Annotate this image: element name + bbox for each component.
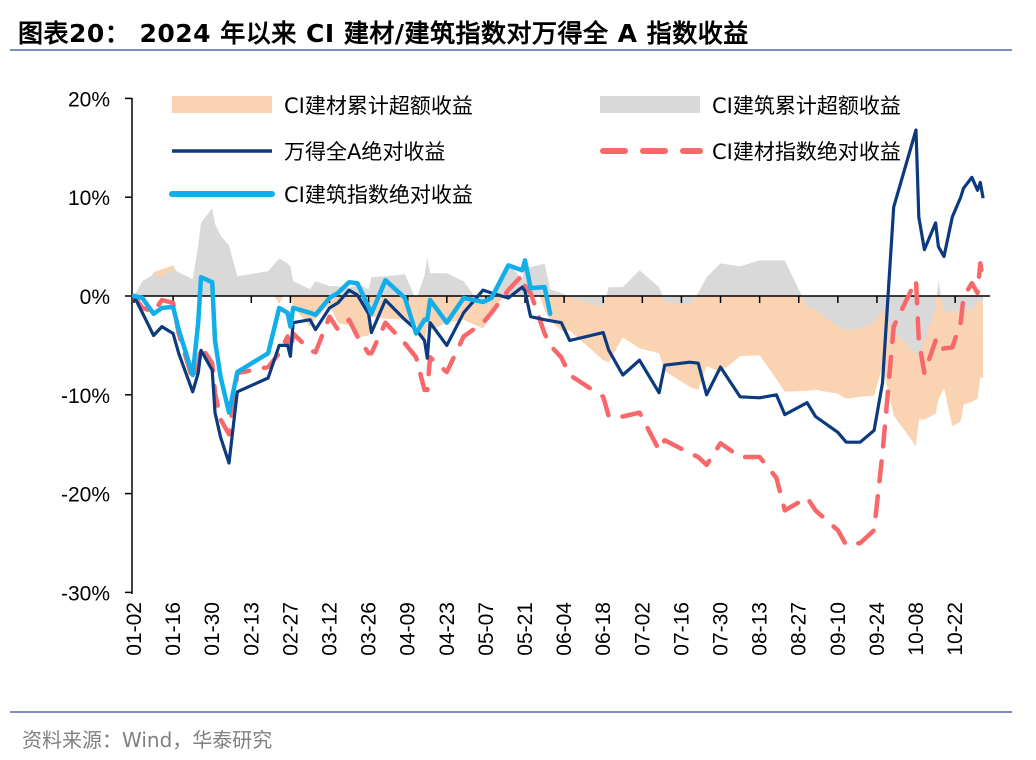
x-tick-label: 09-10 bbox=[827, 602, 850, 656]
x-tick-label: 06-18 bbox=[592, 602, 615, 656]
y-tick-labels: 20% 10% 0% -10% -20% -30% bbox=[61, 88, 110, 605]
legend: CI建材累计超额收益 CI建筑累计超额收益 万得全A绝对收益 CI建材指数绝对收… bbox=[169, 94, 901, 207]
legend-swatch-construction-excess bbox=[600, 96, 700, 113]
line-layer bbox=[131, 128, 986, 548]
y-tick-label: -30% bbox=[61, 582, 110, 605]
x-tick-label: 01-16 bbox=[162, 602, 185, 656]
x-tick-label: 05-07 bbox=[475, 602, 498, 656]
materials-index-line bbox=[131, 261, 986, 548]
materials-excess-area bbox=[134, 265, 984, 447]
wind-all-a-line bbox=[132, 128, 985, 465]
area-layer bbox=[134, 208, 984, 447]
y-tick-label: 20% bbox=[68, 88, 110, 111]
x-tick-label: 06-04 bbox=[553, 602, 576, 656]
title-divider bbox=[10, 49, 1012, 51]
x-tick-label: 09-24 bbox=[866, 602, 889, 656]
x-tick-label: 03-26 bbox=[358, 602, 381, 656]
x-tick-label: 07-30 bbox=[710, 602, 733, 656]
x-tick-label: 01-02 bbox=[123, 602, 146, 656]
y-tick-label: -20% bbox=[61, 484, 110, 507]
legend-label-materials-index: CI建材指数绝对收益 bbox=[712, 140, 901, 164]
x-tick-label: 05-21 bbox=[514, 602, 537, 656]
x-tick-label: 08-27 bbox=[788, 602, 811, 656]
construction-index-line bbox=[131, 258, 553, 415]
y-tick-label: -10% bbox=[61, 385, 110, 408]
x-tick-label: 07-16 bbox=[670, 602, 693, 656]
y-tick-label: 0% bbox=[80, 286, 110, 309]
x-tick-label: 04-23 bbox=[436, 602, 459, 656]
x-tick-label: 02-27 bbox=[279, 602, 302, 656]
legend-label-construction-index: CI建筑指数绝对收益 bbox=[284, 183, 473, 207]
legend-swatch-materials-excess bbox=[172, 96, 272, 113]
x-tick-label: 03-12 bbox=[319, 602, 342, 656]
legend-label-materials-excess: CI建材累计超额收益 bbox=[284, 94, 473, 118]
x-tick-label: 10-22 bbox=[944, 602, 967, 656]
legend-label-wind-all-a: 万得全A绝对收益 bbox=[284, 140, 445, 164]
x-tick-label: 01-30 bbox=[201, 602, 224, 656]
y-tick-label: 10% bbox=[68, 187, 110, 210]
figure-title: 图表20： 2024 年以来 CI 建材/建筑指数对万得全 A 指数收益 bbox=[18, 19, 749, 48]
legend-label-construction-excess: CI建筑累计超额收益 bbox=[712, 94, 901, 118]
footer-divider bbox=[10, 711, 1012, 713]
x-tick-label: 02-13 bbox=[240, 602, 263, 656]
source-note: 资料来源：Wind，华泰研究 bbox=[22, 728, 273, 752]
x-tick-label: 08-13 bbox=[749, 602, 772, 656]
x-tick-labels: 01-02 01-16 01-30 02-13 02-27 03-12 03-26 04-09… bbox=[123, 602, 967, 656]
x-tick-label: 04-09 bbox=[397, 602, 420, 656]
x-tick-label: 10-08 bbox=[905, 602, 928, 656]
x-tick-label: 07-02 bbox=[631, 602, 654, 656]
